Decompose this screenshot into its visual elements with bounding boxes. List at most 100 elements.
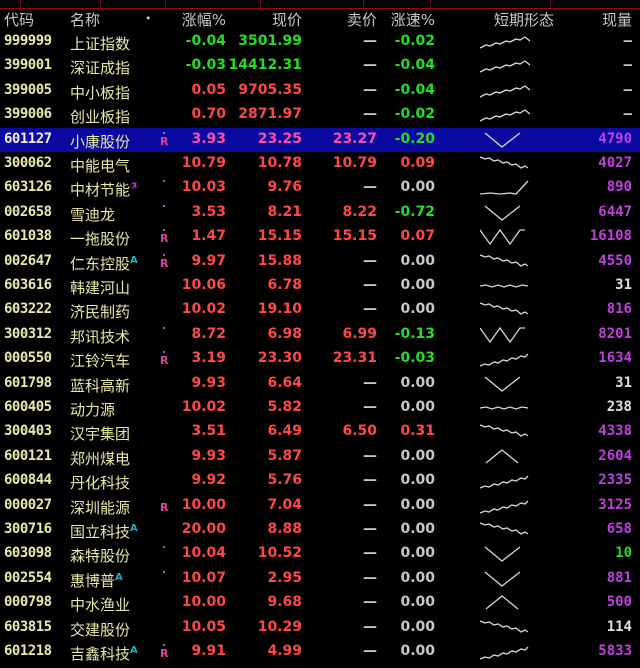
price: 6.98 <box>267 325 302 342</box>
change-pct: 9.92 <box>191 472 226 489</box>
trend-sparkline <box>484 546 521 563</box>
table-row[interactable]: 399005 中小板指 0.05 9705.35 — -0.04 — <box>0 79 640 103</box>
table-row[interactable]: 600121 郑州煤电 9.93 5.87 — 0.00 2604 <box>0 445 640 469</box>
trend-line <box>484 571 521 587</box>
stock-name-text: 中材节能 <box>70 181 131 200</box>
change-pct: 10.06 <box>181 277 226 293</box>
stock-code: 999999 <box>4 33 52 49</box>
price: 7.04 <box>267 496 302 513</box>
stock-name: 雪迪龙 <box>70 204 115 225</box>
speed-pct: 0.00 <box>400 301 435 318</box>
header-trend[interactable]: 短期形态 <box>494 11 555 29</box>
trend-line <box>480 424 529 438</box>
stock-name-text: 交建股份 <box>70 620 131 639</box>
ask-price: — <box>363 521 377 537</box>
header-price[interactable]: 现价 <box>271 11 302 29</box>
trend-line <box>480 36 530 49</box>
stock-name-text: 仁东控股 <box>70 254 131 273</box>
trend-sparkline <box>480 302 529 316</box>
change-pct: 9.93 <box>191 447 226 464</box>
header-name[interactable]: 名称 <box>70 11 101 29</box>
table-row[interactable]: 603616 韩建河山 10.06 6.78 — 0.00 31 <box>0 274 640 298</box>
table-row[interactable]: 399006 创业板指 0.70 2871.97 — -0.02 — <box>0 103 640 127</box>
stock-name: 中小板指 <box>70 82 130 103</box>
header-speed[interactable]: 涨速% <box>390 11 435 29</box>
speed-pct: -0.02 <box>394 33 435 49</box>
header-volume[interactable]: 现量 <box>601 11 632 29</box>
speed-pct: -0.13 <box>394 325 435 342</box>
trend-line <box>484 376 521 392</box>
stock-code: 399001 <box>4 57 52 74</box>
stock-tag-badge: ③ <box>130 181 139 193</box>
trend-sparkline <box>485 448 519 464</box>
table-row[interactable]: 603098 森特股份 10.04 10.52 — 0.00 10 <box>0 542 640 566</box>
ask-price: — <box>363 106 377 123</box>
stock-code: 300312 <box>4 325 52 342</box>
table-row[interactable]: 000027 深圳能源 R 10.00 7.04 — 0.00 3125 <box>0 494 640 518</box>
stock-name: 中水渔业 <box>70 594 130 615</box>
price: 2.95 <box>267 569 302 586</box>
volume: 5833 <box>598 643 632 659</box>
trend-line <box>480 85 530 98</box>
table-row[interactable]: 300312 邦讯技术 8.72 6.98 6.99 -0.13 8201 <box>0 323 640 347</box>
trend-sparkline <box>485 595 519 610</box>
change-pct: 10.07 <box>181 569 226 586</box>
stock-code: 300403 <box>4 423 52 440</box>
trend-line <box>480 229 525 246</box>
speed-pct: 0.00 <box>400 594 435 611</box>
change-pct: 9.93 <box>191 374 226 391</box>
ask-price: — <box>363 301 377 318</box>
table-row[interactable]: 600405 动力源 10.02 5.82 — 0.00 238 <box>0 396 640 420</box>
table-row[interactable]: 603126 中材节能③ 10.03 9.76 — 0.00 890 <box>0 176 640 200</box>
ask-price: — <box>363 33 377 49</box>
volume: 3125 <box>598 496 632 513</box>
marker-dot-icon <box>163 546 165 549</box>
stock-name: 汉宇集团 <box>70 423 130 444</box>
stock-tag-badge: A <box>130 645 138 656</box>
table-row[interactable]: 300062 中能电气 10.79 10.78 10.79 0.09 4027 <box>0 152 640 176</box>
table-row[interactable]: 999999 上证指数 -0.04 3501.99 — -0.02 — <box>0 30 640 54</box>
table-row[interactable]: 600844 丹化科技 9.92 5.76 — 0.00 2335 <box>0 469 640 493</box>
speed-pct: -0.04 <box>394 81 435 98</box>
table-row[interactable]: 601038 一拖股份 R 1.47 15.15 15.15 0.07 16108 <box>0 225 640 249</box>
table-row[interactable]: 601127 小康股份 R 3.93 23.25 23.27 -0.20 4790 <box>0 127 640 152</box>
table-row[interactable]: 399001 深证成指 -0.03 14412.31 — -0.04 — <box>0 54 640 78</box>
table-row[interactable]: 002554 惠博普A 10.07 2.95 — 0.00 881 <box>0 567 640 591</box>
table-row[interactable]: 601218 吉鑫科技A R 9.91 4.99 — 0.00 5833 <box>0 640 640 664</box>
speed-pct: -0.03 <box>394 350 435 367</box>
trend-sparkline <box>480 424 529 438</box>
header-ask[interactable]: 卖价 <box>346 11 377 29</box>
table-row[interactable]: 002658 雪迪龙 3.53 8.21 8.22 -0.72 6447 <box>0 201 640 225</box>
price: 15.15 <box>257 228 302 245</box>
stock-name-text: 中水渔业 <box>70 596 131 615</box>
speed-pct: 0.00 <box>400 179 435 196</box>
header-code[interactable]: 代码 <box>4 11 35 29</box>
stock-name-text: 江铃汽车 <box>70 352 131 371</box>
stock-code: 002658 <box>4 203 52 220</box>
trend-sparkline <box>480 85 530 98</box>
table-row[interactable]: 300716 国立科技A 20.00 8.88 — 0.00 658 <box>0 518 640 542</box>
stock-code: 399006 <box>4 106 52 123</box>
header-change-pct[interactable]: 涨幅% <box>181 11 226 29</box>
marker-r-badge: R <box>160 500 169 514</box>
stock-name-text: 汉宇集团 <box>70 425 131 444</box>
table-row[interactable]: 601798 蓝科高新 9.93 6.64 — 0.00 31 <box>0 372 640 396</box>
table-row[interactable]: 603815 交建股份 10.05 10.29 — 0.00 114 <box>0 616 640 640</box>
table-row[interactable]: 002647 仁东控股A R 9.97 15.88 — 0.00 4550 <box>0 250 640 274</box>
table-row[interactable]: 300403 汉宇集团 3.51 6.49 6.50 0.31 4338 <box>0 420 640 444</box>
top-tab-strip <box>0 0 640 9</box>
stock-name: 丹化科技 <box>70 472 130 493</box>
change-pct: 10.04 <box>181 545 226 562</box>
stock-code: 603098 <box>4 545 52 562</box>
volume: 4790 <box>598 130 632 147</box>
stock-tag-badge: A <box>115 571 123 583</box>
table-row[interactable]: 000798 中水渔业 10.00 9.68 — 0.00 500 <box>0 591 640 615</box>
marker-dot-icon <box>163 326 165 329</box>
marker-r-badge: R <box>160 134 169 148</box>
stock-code: 002554 <box>4 569 52 586</box>
stock-name-text: 雪迪龙 <box>70 205 116 224</box>
table-row[interactable]: 000550 江铃汽车 R 3.19 23.30 23.31 -0.03 1634 <box>0 347 640 371</box>
table-row[interactable]: 603222 济民制药 10.02 19.10 — 0.00 816 <box>0 298 640 322</box>
speed-pct: 0.09 <box>400 155 435 171</box>
trend-sparkline <box>480 500 529 514</box>
